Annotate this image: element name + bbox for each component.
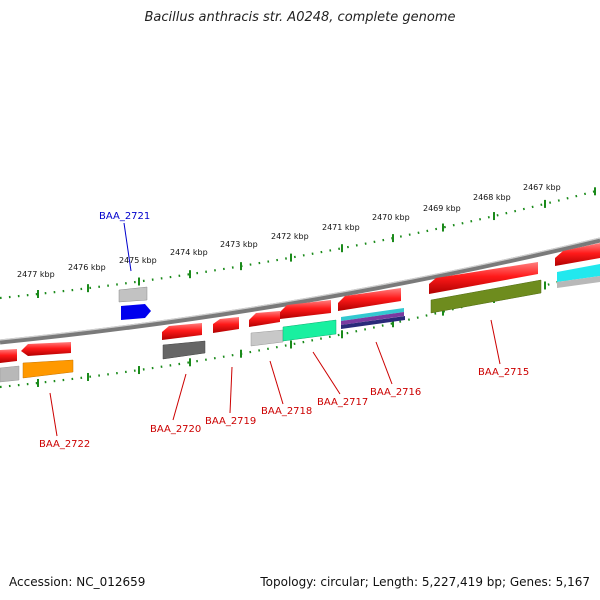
accession-text: Accession: NC_012659 [9, 575, 146, 589]
gene-arrow[interactable] [249, 311, 280, 327]
kbp-label: 2476 kbp [68, 263, 106, 272]
cds-bar-green[interactable] [282, 319, 337, 342]
genome-backbone-highlight [0, 237, 600, 341]
cds-bar-grey[interactable] [118, 286, 148, 303]
cds-bar-olive[interactable] [430, 279, 542, 314]
gene-arrow[interactable] [162, 323, 202, 340]
gene-label-baa-2716[interactable]: BAA_2716 [370, 387, 421, 398]
cds-bar-cyan[interactable] [341, 308, 404, 321]
kbp-label: 2474 kbp [170, 248, 208, 257]
cds-bar-orange[interactable] [22, 359, 74, 379]
gene-arrow[interactable] [213, 317, 239, 333]
kbp-label: 2471 kbp [322, 223, 360, 232]
gene-arrow[interactable] [0, 349, 17, 363]
cds-bar-darkgrey[interactable] [162, 340, 206, 360]
kbp-label: 2472 kbp [271, 232, 309, 241]
kbp-label-group: 2477 kbp 2476 kbp 2475 kbp 2474 kbp 2473… [17, 183, 561, 279]
genome-summary-text: Topology: circular; Length: 5,227,419 bp… [260, 575, 590, 589]
cds-bar-purple[interactable] [341, 312, 404, 325]
kbp-label: 2467 kbp [523, 183, 561, 192]
gene-label-baa-2718[interactable]: BAA_2718 [261, 406, 312, 417]
gene-label-baa-2717[interactable]: BAA_2717 [317, 397, 368, 408]
gene-label-baa-2715[interactable]: BAA_2715 [478, 367, 529, 378]
gene-label-baa-2722[interactable]: BAA_2722 [39, 439, 90, 450]
cds-bar-blue[interactable] [121, 304, 151, 320]
gene-label-baa-2721[interactable]: BAA_2721 [99, 211, 150, 222]
kbp-label: 2470 kbp [372, 213, 410, 222]
kbp-label: 2475 kbp [119, 256, 157, 265]
kbp-label: 2468 kbp [473, 193, 511, 202]
genome-backbone [0, 237, 600, 345]
kbp-label: 2477 kbp [17, 270, 55, 279]
leader-lines [49, 222, 501, 437]
outer-tick-track [0, 188, 600, 300]
gene-arrow[interactable] [429, 262, 538, 294]
kbp-label: 2473 kbp [220, 240, 258, 249]
gene-label-baa-2719[interactable]: BAA_2719 [205, 416, 256, 427]
gene-arrow[interactable] [338, 288, 401, 311]
kbp-label: 2469 kbp [423, 204, 461, 213]
cds-bar-lightgrey[interactable] [250, 329, 284, 347]
gene-arrow[interactable] [21, 342, 71, 356]
cds-bar-navy[interactable] [341, 316, 405, 329]
gene-arrow[interactable] [555, 243, 600, 266]
cds-bar[interactable] [0, 365, 20, 383]
cds-bar-grey-right[interactable] [557, 276, 600, 288]
gene-labels: BAA_2722 BAA_2721 BAA_2720 BAA_2719 BAA_… [39, 211, 529, 450]
gene-arrow[interactable] [280, 300, 331, 319]
map-title: Bacillus anthracis str. A0248, complete … [144, 10, 456, 25]
gene-label-baa-2720[interactable]: BAA_2720 [150, 424, 201, 435]
